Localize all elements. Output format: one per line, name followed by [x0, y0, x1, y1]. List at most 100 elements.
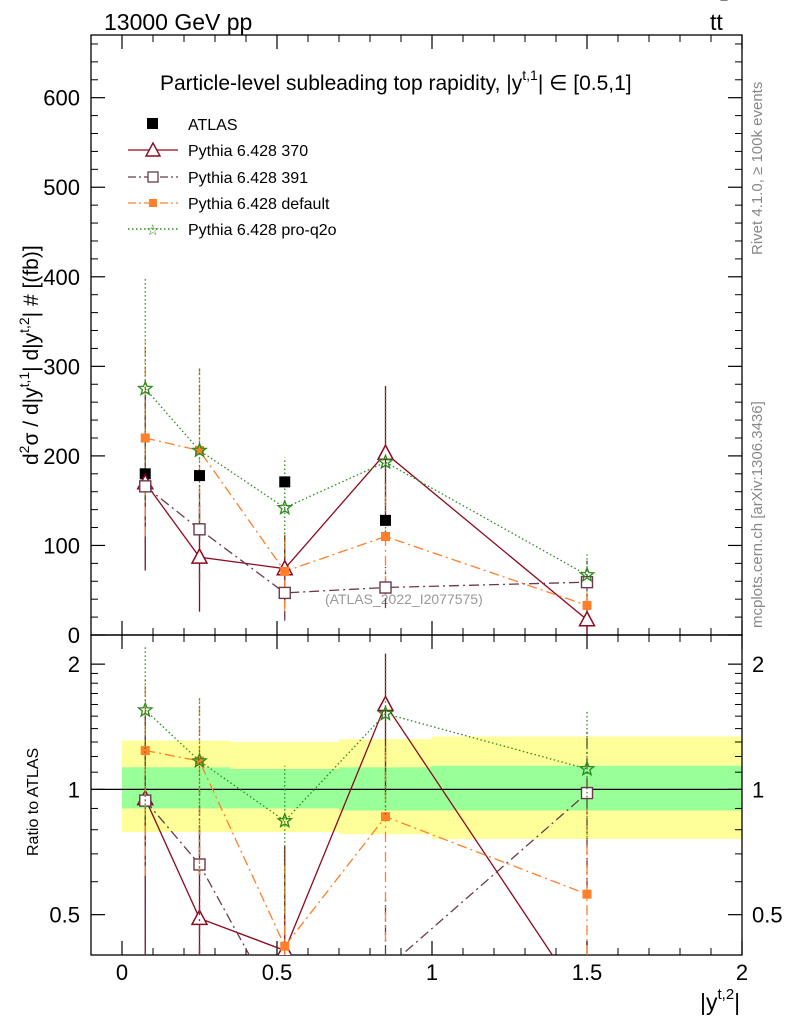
pythia-6-428-391-marker: [379, 581, 392, 594]
pythia-6-428-pro-q2o-ratio-marker: [276, 812, 294, 829]
legend-proq2o-marker: ☆: [146, 222, 159, 239]
ylabel-part-6: | # [(fb)]: [20, 245, 43, 317]
x-tick-label: 0: [116, 960, 128, 985]
legend-default-marker: [149, 199, 157, 207]
ratio-x-ticks: 0 0.5 1 1.5 2: [90, 635, 748, 985]
main-y-tick-label: 0: [68, 623, 80, 648]
xlabel-tail: |: [734, 989, 740, 1015]
mcplots-label: mcplots.cern.ch [arXiv:1306.3436]: [749, 401, 766, 628]
x-tick-label: 1.5: [572, 960, 603, 985]
ylabel-part-0: d: [20, 453, 43, 465]
title-main: Particle-level subleading top rapidity, …: [160, 72, 523, 95]
ratio-panel: 0.5 0.5 1 1 2 2 0 0.5 1 1.5 2 Ratio to ATLAS: [25, 634, 783, 985]
legend-atlas-marker: [147, 118, 158, 129]
ratio-series-layer: [136, 646, 596, 955]
pythia-6-428-default-ratio-marker: [140, 746, 150, 756]
legend-default-label: Pythia 6.428 default: [188, 196, 330, 213]
legend-370-label: Pythia 6.428 370: [188, 143, 308, 160]
pythia-6-428-default-ratio-marker: [582, 889, 592, 899]
x-tick-label: 2: [736, 960, 748, 985]
pythia-6-428-pro-q2o-ratio-marker: [191, 752, 208, 769]
ylabel-part-3: t,1: [16, 372, 32, 388]
pythia-6-428-pro-q2o-marker: [276, 498, 294, 515]
rivet-label: Rivet 4.1.0, ≥ 100k events: [749, 82, 766, 255]
ylabel-part-5: t,2: [16, 317, 32, 333]
main-panel: 0 100 200 300 400 500 600 Particle-level suble…: [16, 34, 743, 648]
pythia-6-428-pro-q2o-ratio-marker: [136, 701, 154, 718]
ratio-y-ticks: 0.5 0.5 1 1 2 2: [49, 652, 782, 928]
title-sup: t,1: [522, 67, 538, 83]
process-label: tt: [710, 9, 723, 35]
legend-391-label: Pythia 6.428 391: [188, 170, 308, 187]
pythia-6-428-370-marker: [376, 443, 395, 460]
ratio-y-tick-label: 1: [68, 777, 80, 802]
pythia-6-428-default-line: [145, 437, 588, 607]
ratio-y-axis-label: Ratio to ATLAS: [25, 748, 42, 856]
pythia-6-428-default-ratio-marker: [280, 941, 290, 951]
pythia-6-428-default-ratio-line: [145, 749, 588, 948]
x-tick-label: 0.5: [262, 960, 293, 985]
atlas-data-point: [279, 476, 291, 488]
pythia-6-428-391-marker: [193, 523, 206, 536]
legend-atlas-label: ATLAS: [188, 117, 238, 134]
pythia-6-428-370-marker: [190, 547, 209, 564]
legend-proq2o-label: Pythia 6.428 pro-q2o: [188, 222, 337, 239]
pythia-6-428-391-ratio-line: [144, 792, 588, 955]
main-y-tick-label: 300: [43, 354, 80, 379]
main-y-tick-label: 500: [43, 175, 80, 200]
main-y-tick-label: 600: [43, 86, 80, 111]
pythia-6-428-370-ratio-marker: [190, 908, 209, 926]
pythia-6-428-pro-q2o-ratio-marker: [578, 760, 596, 777]
main-x-ticks: [90, 35, 743, 635]
x-tick-label: 1: [426, 960, 438, 985]
main-y-ticks: 0 100 200 300 400 500 600: [43, 43, 742, 648]
main-y-tick-label: 100: [43, 533, 80, 558]
pythia-6-428-391-line: [144, 485, 588, 594]
atlas-data-point: [194, 470, 205, 482]
process-bar: ‾: [720, 0, 728, 18]
ratio-y-tick-label-right: 2: [752, 652, 764, 677]
x-axis-label: |yt,2|: [700, 986, 740, 1015]
ylabel-part-1: 2: [16, 445, 32, 453]
ratio-y-tick-label-right: 0.5: [752, 903, 783, 928]
legend-391-marker: [147, 171, 159, 183]
main-y-tick-label: 200: [43, 444, 80, 469]
ratio-frame: [90, 634, 743, 956]
main-y-tick-label: 400: [43, 265, 80, 290]
xlabel-sup: t,2: [717, 986, 734, 1003]
pythia-6-428-pro-q2o-marker: [191, 441, 208, 458]
pythia-6-428-default-ratio-marker: [195, 756, 204, 766]
atlas-data-point: [380, 514, 391, 526]
pythia-6-428-391-marker: [580, 575, 594, 589]
pythia-6-428-370-marker: [578, 610, 596, 627]
analysis-watermark: (ATLAS_2022_I2077575): [325, 591, 483, 607]
pythia-6-428-default-marker: [582, 600, 592, 610]
ratio-y-tick-label: 2: [68, 652, 80, 677]
pythia-6-428-default-marker: [381, 531, 390, 541]
main-y-axis-label: d2σ / d|yt,1| d|yt,2| # [(fb)]: [16, 245, 43, 465]
pythia-6-428-default-ratio-marker: [381, 812, 390, 822]
main-series-layer: [136, 278, 596, 635]
title-tail: | ∈ [0.5,1]: [538, 72, 632, 95]
ratio-y-tick-label: 0.5: [49, 903, 80, 928]
ylabel-part-4: | d|y: [20, 332, 43, 371]
legend-370-marker: [144, 141, 162, 157]
pythia-6-428-pro-q2o-line: [144, 388, 588, 576]
xlabel-main: |y: [700, 989, 718, 1015]
pythia-6-428-pro-q2o-marker: [136, 379, 154, 396]
ratio-clipped-layer: [136, 646, 596, 955]
pythia-6-428-default-marker: [140, 433, 150, 443]
pythia-6-428-391-marker: [278, 586, 291, 600]
pythia-6-428-default-marker: [280, 566, 290, 576]
collision-label: 13000 GeV pp: [104, 9, 252, 35]
pythia-6-428-pro-q2o-ratio-marker: [377, 704, 394, 721]
chart-title: Particle-level subleading top rapidity, …: [160, 67, 632, 95]
pythia-6-428-default-marker: [195, 446, 204, 456]
ratio-y-tick-label-right: 1: [752, 777, 764, 802]
ylabel-part-2: σ / d|y: [20, 387, 43, 446]
pythia-6-428-pro-q2o-marker: [578, 566, 596, 583]
legend: ATLAS Pythia 6.428 370 Pythia 6.428 391 …: [128, 117, 337, 239]
pythia-6-428-pro-q2o-marker: [377, 453, 394, 470]
pythia-6-428-391-marker: [139, 480, 152, 493]
